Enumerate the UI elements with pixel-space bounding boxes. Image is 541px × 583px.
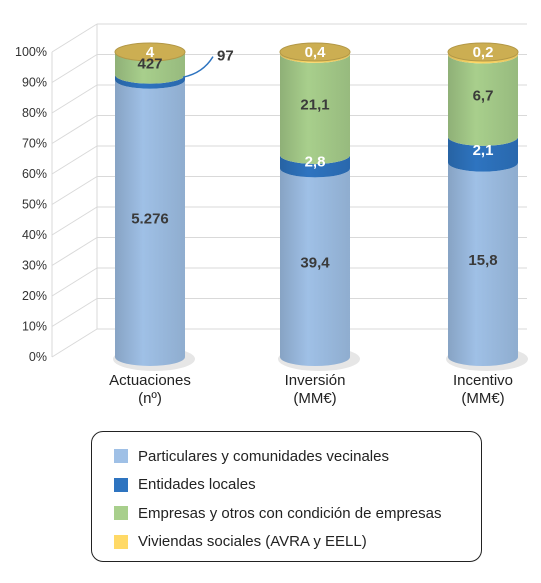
legend-label: Viviendas sociales (AVRA y EELL) xyxy=(138,533,367,551)
data-label: 5.276 xyxy=(131,210,169,227)
y-tick-label: 40% xyxy=(22,228,47,242)
legend-swatch xyxy=(114,534,128,549)
legend-swatch xyxy=(114,477,128,492)
data-label: 39,4 xyxy=(300,255,330,272)
grid-diagonal xyxy=(51,298,98,327)
data-label: 2,1 xyxy=(473,142,494,159)
y-tick-label: 80% xyxy=(22,106,47,120)
data-label: 97 xyxy=(217,48,234,65)
grid-diagonal xyxy=(51,54,98,83)
data-label: 4 xyxy=(146,44,155,61)
bar-segment xyxy=(448,136,518,172)
category-label: Inversión xyxy=(285,372,346,389)
legend-item: Particulares y comunidades vecinales xyxy=(114,442,481,471)
bar-segment xyxy=(448,162,518,366)
category-label-unit: (nº) xyxy=(138,390,162,407)
y-tick-label: 60% xyxy=(22,167,47,181)
category-label-unit: (MM€) xyxy=(461,390,504,407)
category-label-unit: (MM€) xyxy=(293,390,336,407)
bar-segment xyxy=(280,154,350,178)
bar-top-cap xyxy=(279,42,351,62)
y-tick-label: 100% xyxy=(15,45,47,59)
grid-diagonal xyxy=(51,176,98,205)
y-axis-ticks: 0% 10% 20% 30% 40% 50% 60% 70% 80% 90% 100% xyxy=(15,45,47,364)
y-tick-label: 30% xyxy=(22,259,47,273)
bar-segment xyxy=(448,54,518,146)
y-tick-label: 20% xyxy=(22,289,47,303)
legend: Particulares y comunidades vecinales Enti… xyxy=(91,431,482,562)
y-tick-label: 70% xyxy=(22,137,47,151)
category-labels: Actuaciones(nº)Inversión(MM€)Incentivo(M… xyxy=(109,372,513,407)
legend-item: Entidades locales xyxy=(114,471,481,500)
bar-segment xyxy=(280,168,350,366)
grid-diagonal xyxy=(51,145,98,175)
data-label: 0,4 xyxy=(305,44,327,61)
grid-diagonal xyxy=(51,84,98,114)
bar-segment xyxy=(115,74,185,89)
bar-segment xyxy=(115,79,185,366)
y-tick-label: 90% xyxy=(22,76,47,90)
bar-segment xyxy=(448,52,518,64)
grid-diagonal xyxy=(51,237,98,266)
data-label: 6,7 xyxy=(473,88,494,105)
data-label: 2,8 xyxy=(305,154,326,171)
legend-item: Viviendas sociales (AVRA y EELL) xyxy=(114,528,481,557)
y-tick-label: 0% xyxy=(29,350,47,364)
bar-top-cap xyxy=(447,42,519,62)
grid-diagonal xyxy=(51,23,98,53)
label-leader-line xyxy=(182,56,214,78)
grid-diagonal xyxy=(51,115,98,144)
bar-layer xyxy=(113,42,528,371)
category-label: Incentivo xyxy=(453,372,513,389)
legend-label: Entidades locales xyxy=(138,476,256,494)
y-tick-label: 10% xyxy=(22,320,47,334)
legend-swatch xyxy=(114,449,128,464)
y-tick-label: 50% xyxy=(22,198,47,212)
grid-diagonal xyxy=(51,328,98,358)
grid-diagonal xyxy=(51,206,98,236)
legend-label: Empresas y otros con condición de empres… xyxy=(138,504,442,522)
grid-diagonal xyxy=(51,267,98,297)
data-label: 15,8 xyxy=(468,252,497,269)
category-label: Actuaciones xyxy=(109,372,191,389)
data-label: 21,1 xyxy=(300,96,329,113)
legend-item: Empresas y otros con condición de empres… xyxy=(114,499,481,528)
legend-swatch xyxy=(114,506,128,521)
legend-label: Particulares y comunidades vecinales xyxy=(138,447,389,465)
bar-segment xyxy=(280,53,350,164)
bar-top-cap xyxy=(114,42,186,62)
data-label: 0,2 xyxy=(473,44,494,61)
data-label: 427 xyxy=(137,55,162,72)
